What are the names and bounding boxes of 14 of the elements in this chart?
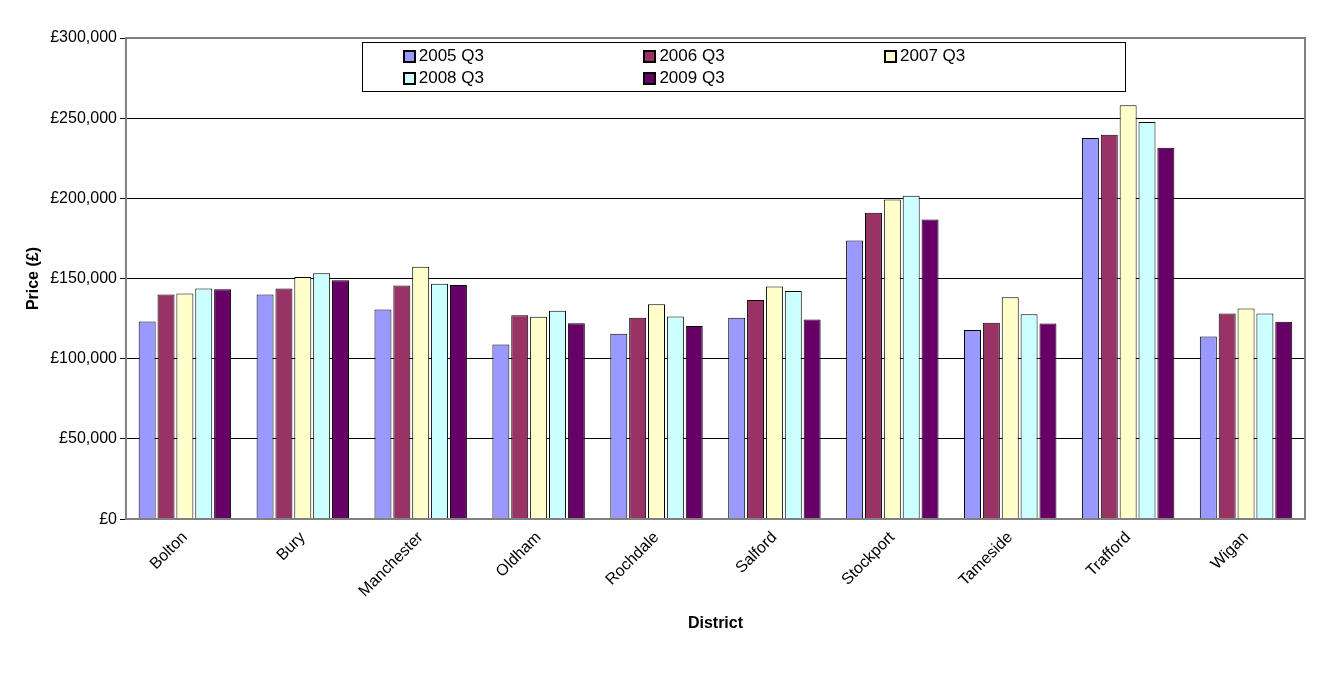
x-axis-title: District [687,613,744,631]
legend-label: 2008 Q3 [418,68,484,88]
y-axis-title: Price (£) [24,246,42,311]
y-tick-label: £0 [99,509,118,527]
y-tick-label: £100,000 [50,349,118,367]
legend-label: 2007 Q3 [900,46,966,66]
legend-label: 2009 Q3 [659,68,725,88]
y-tick-label: £150,000 [50,268,118,286]
y-tick-label: £200,000 [50,188,118,206]
y-tick-label: £50,000 [59,429,118,447]
legend-label: 2006 Q3 [659,46,725,66]
y-tick-label: £300,000 [50,28,118,46]
legend-label: 2005 Q3 [418,46,484,66]
y-tick-label: £250,000 [50,108,118,126]
